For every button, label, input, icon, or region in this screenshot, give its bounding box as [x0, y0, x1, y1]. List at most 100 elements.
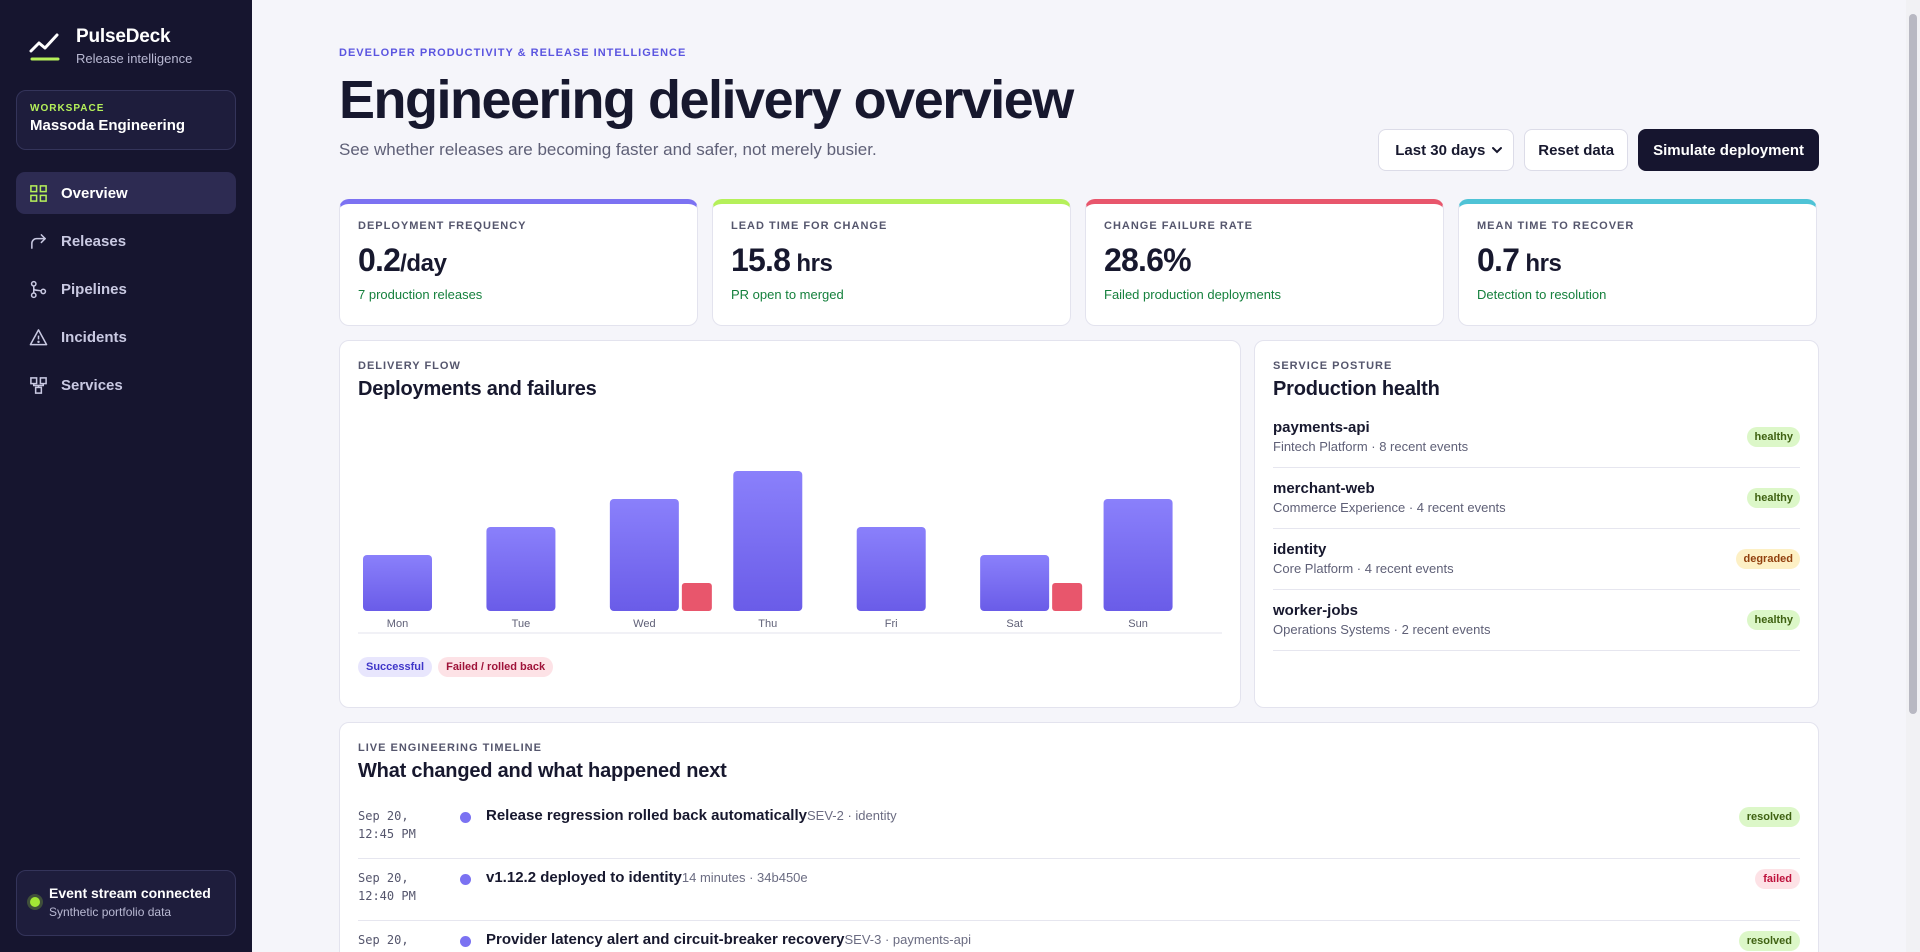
status-badge: resolved [1738, 931, 1800, 951]
status-badge: degraded [1736, 549, 1800, 569]
event-text: Provider latency alert and circuit-break… [486, 931, 845, 948]
status-badge: healthy [1747, 427, 1800, 447]
reset-data-button[interactable]: Reset data [1524, 129, 1629, 171]
service-posture-panel: SERVICE POSTURE Production health paymen… [1254, 340, 1819, 708]
service-name: payments-api [1273, 419, 1370, 436]
event-stream-status: Event stream connected Synthetic portfol… [16, 870, 236, 936]
nav-item-releases[interactable]: Releases [16, 220, 236, 262]
kpi-row: DEPLOYMENT FREQUENCY 0.2/day 7 productio… [339, 199, 1819, 326]
panel-title: Deployments and failures [358, 378, 597, 400]
grid-icon [30, 184, 47, 202]
share-arrow-icon [31, 233, 46, 249]
service-name: identity [1273, 541, 1327, 558]
service-name: worker-jobs [1273, 602, 1359, 619]
bar-successful-fri[interactable] [856, 527, 926, 611]
page-subtitle: See whether releases are becoming faster… [339, 140, 877, 160]
timeline-event[interactable]: Sep 20, 11:20 PM Provider latency alert … [358, 921, 1800, 952]
kpi-note: Failed production deployments [1104, 287, 1282, 302]
scrollbar-thumb[interactable] [1909, 14, 1917, 714]
delivery-flow-panel: DELIVERY FLOW Deployments and failures M… [339, 340, 1241, 708]
event-text-line: v1.12.2 deployed to identity14 minutes ·… [486, 869, 808, 886]
service-row[interactable]: worker-jobs Operations Systems · 2 recen… [1273, 590, 1800, 651]
timeline-event[interactable]: Sep 20, 12:40 PM v1.12.2 deployed to ide… [358, 859, 1800, 921]
simulate-deployment-button[interactable]: Simulate deployment [1638, 129, 1819, 171]
x-tick-label: Tue [512, 618, 531, 630]
bar-failed-sat[interactable] [1052, 583, 1083, 611]
nav-label: Services [61, 376, 123, 394]
event-meta: 14 minutes · 34b450e [681, 870, 808, 885]
event-time: Sep 20, 11:20 PM [358, 933, 416, 952]
bar-failed-wed[interactable] [681, 583, 712, 611]
x-tick-label: Fri [885, 618, 898, 630]
kpi-deployment-frequency: DEPLOYMENT FREQUENCY 0.2/day 7 productio… [339, 199, 698, 326]
workspace-switcher[interactable]: WORKSPACE Massoda Engineering [16, 90, 236, 150]
timeline-dot-icon [460, 812, 471, 823]
kpi-label: DEPLOYMENT FREQUENCY [358, 220, 527, 232]
status-badge: healthy [1747, 488, 1800, 508]
bar-successful-tue[interactable] [486, 527, 556, 611]
kpi-label: LEAD TIME FOR CHANGE [731, 220, 888, 232]
bar-successful-sun[interactable] [1103, 499, 1173, 611]
service-row[interactable]: merchant-web Commerce Experience · 4 rec… [1273, 468, 1800, 529]
services-icon [30, 376, 47, 394]
event-text-line: Provider latency alert and circuit-break… [486, 931, 971, 948]
pipeline-icon [30, 280, 47, 298]
chart-legend: Successful Failed / rolled back [358, 657, 554, 677]
brand[interactable]: PulseDeck Release intelligence [16, 24, 236, 68]
service-row[interactable]: identity Core Platform · 4 recent events… [1273, 529, 1800, 590]
panel-eyebrow: SERVICE POSTURE [1273, 360, 1393, 372]
page-scrollbar[interactable] [1906, 0, 1920, 952]
kpi-label: CHANGE FAILURE RATE [1104, 220, 1253, 232]
date-range-select[interactable]: Last 30 days [1378, 129, 1515, 171]
status-dot-icon [30, 897, 40, 907]
kpi-note: Detection to resolution [1477, 287, 1607, 302]
service-meta: Core Platform · 4 recent events [1273, 561, 1454, 576]
stream-subtitle: Synthetic portfolio data [49, 905, 172, 919]
bar-successful-mon[interactable] [363, 555, 432, 611]
kpi-unit: hrs [790, 250, 833, 277]
legend-successful[interactable]: Successful [358, 657, 433, 677]
kpi-note: PR open to merged [731, 287, 844, 302]
panel-eyebrow: LIVE ENGINEERING TIMELINE [358, 742, 542, 754]
service-name: merchant-web [1273, 480, 1375, 497]
service-meta: Operations Systems · 2 recent events [1273, 622, 1491, 637]
bar-successful-wed[interactable] [609, 499, 679, 611]
kpi-value: 0.7 hrs [1477, 242, 1798, 279]
timeline-dot-icon [460, 936, 471, 947]
bar-successful-sat[interactable] [980, 555, 1050, 611]
nav-item-overview[interactable]: Overview [16, 172, 236, 214]
x-tick-label: Mon [387, 618, 408, 630]
service-list: payments-api Fintech Platform · 8 recent… [1273, 407, 1800, 651]
kpi-note: 7 production releases [358, 287, 483, 302]
stream-title: Event stream connected [49, 885, 211, 901]
kpi-value: 0.2/day [358, 242, 679, 279]
nav-item-incidents[interactable]: Incidents [16, 316, 236, 358]
kpi-number: 15.8 [731, 242, 791, 278]
status-badge: failed [1755, 869, 1800, 889]
event-meta: SEV-3 · payments-api [844, 932, 971, 947]
nav-item-services[interactable]: Services [16, 364, 236, 406]
page-title: Engineering delivery overview [339, 70, 1074, 130]
service-meta: Fintech Platform · 8 recent events [1273, 439, 1469, 454]
workspace-label: WORKSPACE [30, 103, 105, 114]
service-row[interactable]: payments-api Fintech Platform · 8 recent… [1273, 407, 1800, 468]
page-eyebrow: DEVELOPER PRODUCTIVITY & RELEASE INTELLI… [339, 47, 687, 59]
header-actions: Last 30 days Reset data Simulate deploym… [1378, 129, 1819, 171]
kpi-unit: hrs [1519, 250, 1562, 277]
nav-label: Releases [61, 232, 127, 250]
workspace-name: Massoda Engineering [30, 117, 186, 134]
kpi-label: MEAN TIME TO RECOVER [1477, 220, 1635, 232]
timeline-event[interactable]: Sep 20, 12:45 PM Release regression roll… [358, 797, 1800, 859]
bar-successful-thu[interactable] [733, 471, 803, 611]
pulse-chart-icon [29, 33, 60, 61]
service-meta: Commerce Experience · 4 recent events [1273, 500, 1506, 515]
event-time: Sep 20, 12:45 PM [358, 809, 416, 841]
kpi-value: 15.8 hrs [731, 242, 1052, 279]
event-text: Release regression rolled back automatic… [486, 807, 807, 824]
legend-failed[interactable]: Failed / rolled back [438, 657, 554, 677]
kpi-change-failure-rate: CHANGE FAILURE RATE 28.6% Failed product… [1085, 199, 1444, 326]
kpi-lead-time: LEAD TIME FOR CHANGE 15.8 hrs PR open to… [712, 199, 1071, 326]
nav-item-pipelines[interactable]: Pipelines [16, 268, 236, 310]
kpi-mean-time-to-recover: MEAN TIME TO RECOVER 0.7 hrs Detection t… [1458, 199, 1817, 326]
deployments-bar-chart: Mon Tue Wed Thu Fri Sat Sun [358, 471, 1222, 634]
